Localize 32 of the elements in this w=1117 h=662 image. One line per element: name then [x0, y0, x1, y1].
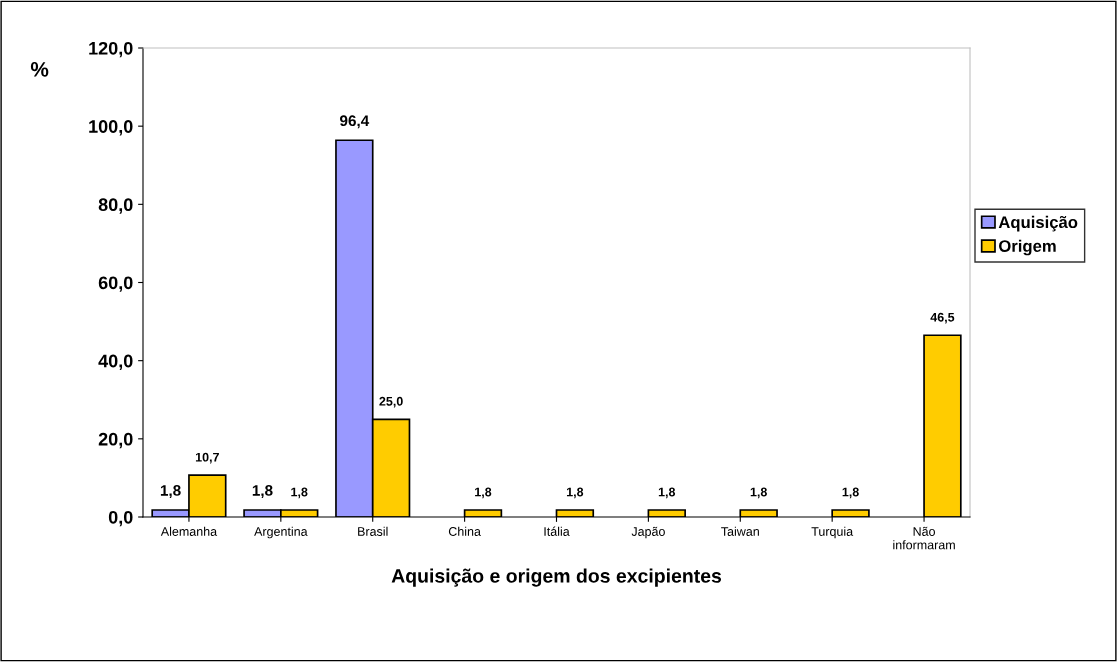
x-tick-label: Brasil [358, 526, 388, 536]
data-label: 25,0 [379, 396, 403, 408]
x-tick-label: Alemanha [160, 526, 218, 536]
y-tick-label: 60,0 [98, 276, 133, 292]
data-label: 1,8 [750, 487, 767, 499]
data-label: 1,8 [252, 485, 273, 499]
x-tick-label: Turquia [811, 526, 854, 539]
y-tick-label: 20,0 [98, 432, 133, 449]
x-axis-title: Aquisição e origem dos excipientes [391, 568, 722, 587]
x-tick-label: Japão [631, 526, 665, 539]
data-label: 1,8 [291, 487, 308, 499]
legend-label: Origem [999, 239, 1056, 256]
x-tick-label: Não informaram [893, 526, 955, 550]
data-label: 10,7 [195, 452, 219, 464]
y-tick-label: 120,0 [89, 41, 133, 58]
data-label: 1,8 [658, 487, 676, 499]
y-axis-title: % [30, 62, 49, 77]
data-label: 46,5 [930, 312, 955, 324]
data-label: 1,8 [160, 485, 181, 499]
y-tick-label: 80,0 [98, 198, 133, 214]
y-tick-label: 40,0 [98, 354, 133, 370]
x-tick-label: China [448, 526, 481, 536]
y-tick-label: 100,0 [89, 120, 133, 136]
y-tick-label: 0,0 [108, 510, 133, 527]
data-label: 1,8 [566, 487, 584, 499]
data-label: 96,4 [340, 115, 370, 129]
x-tick-label: Taiwan [721, 526, 759, 536]
data-label: 1,8 [475, 487, 492, 499]
x-tick-label: Itália [544, 526, 570, 536]
legend-label: Aquisição [998, 215, 1078, 232]
x-tick-label: Argentina [254, 526, 308, 539]
data-label: 1,8 [842, 487, 859, 499]
